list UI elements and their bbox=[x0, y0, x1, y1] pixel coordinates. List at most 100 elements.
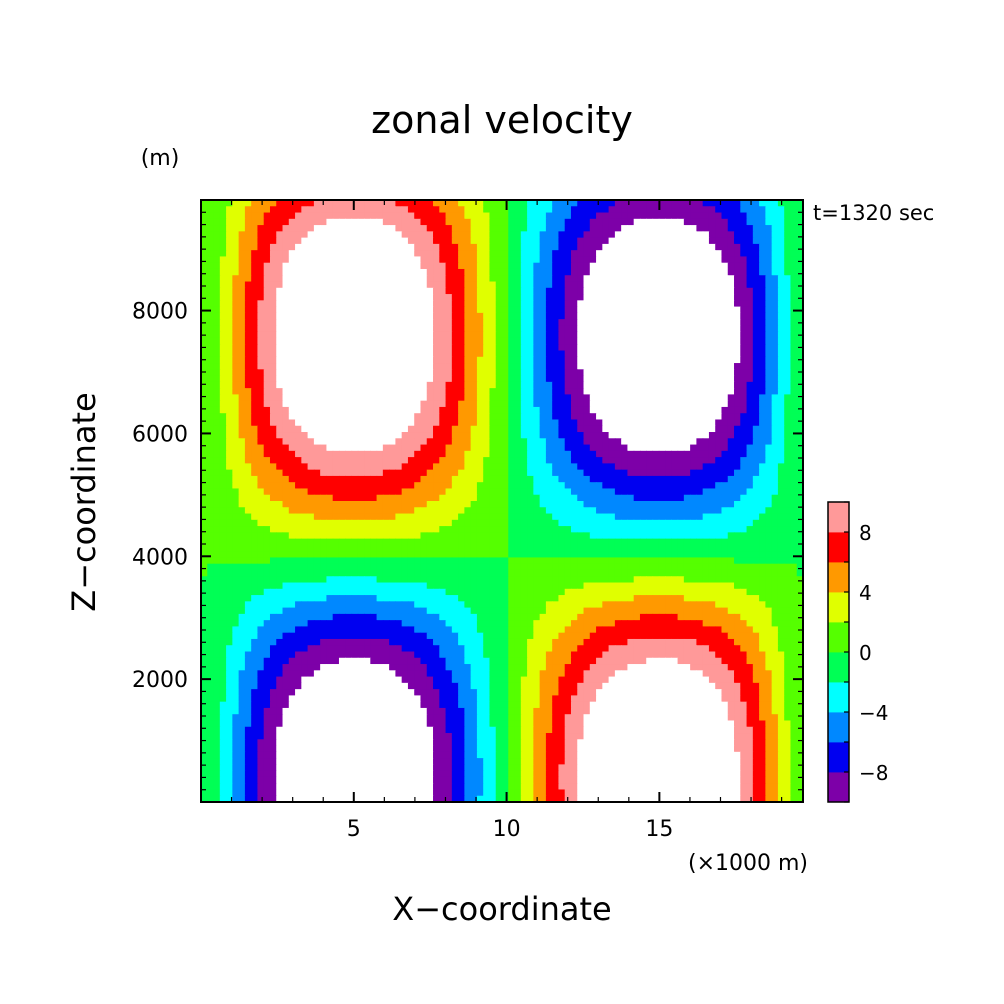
contour-cell bbox=[577, 445, 584, 452]
contour-cell bbox=[308, 282, 315, 289]
contour-cell bbox=[364, 244, 371, 251]
contour-cell bbox=[370, 363, 377, 370]
contour-cell bbox=[345, 213, 352, 220]
contour-cell bbox=[621, 219, 628, 226]
contour-cell bbox=[352, 426, 359, 433]
contour-cell bbox=[784, 369, 791, 376]
contour-cell bbox=[772, 457, 779, 464]
contour-cell bbox=[370, 288, 377, 295]
contour-cell bbox=[684, 363, 691, 370]
contour-cell bbox=[558, 388, 565, 395]
contour-cell bbox=[609, 451, 616, 458]
contour-cell bbox=[201, 288, 208, 295]
contour-cell bbox=[483, 307, 490, 314]
contour-cell bbox=[515, 307, 522, 314]
contour-cell bbox=[301, 419, 308, 426]
contour-cell bbox=[596, 269, 603, 276]
contour-cell bbox=[320, 225, 327, 232]
contour-cell bbox=[772, 256, 779, 263]
contour-cell bbox=[709, 256, 716, 263]
contour-cell bbox=[653, 413, 660, 420]
contour-cell bbox=[703, 282, 710, 289]
contour-cell bbox=[352, 325, 359, 332]
contour-cell bbox=[772, 463, 779, 470]
contour-cell bbox=[721, 514, 728, 521]
contour-cell bbox=[696, 369, 703, 376]
contour-cell bbox=[207, 401, 214, 408]
contour-cell bbox=[226, 219, 233, 226]
contour-cell bbox=[471, 206, 478, 213]
contour-cell bbox=[640, 445, 647, 452]
contour-cell bbox=[452, 250, 459, 257]
contour-cell bbox=[251, 357, 258, 364]
contour-cell bbox=[659, 426, 666, 433]
contour-cell bbox=[264, 394, 271, 401]
contour-cell bbox=[308, 357, 315, 364]
contour-cell bbox=[389, 344, 396, 351]
contour-cell bbox=[640, 482, 647, 489]
contour-cell bbox=[276, 369, 283, 376]
contour-cell bbox=[320, 407, 327, 414]
contour-cell bbox=[232, 432, 239, 439]
contour-cell bbox=[333, 231, 340, 238]
contour-cell bbox=[596, 338, 603, 345]
contour-cell bbox=[571, 282, 578, 289]
contour-cell bbox=[621, 300, 628, 307]
contour-cell bbox=[703, 307, 710, 314]
contour-cell bbox=[696, 388, 703, 395]
contour-cell bbox=[408, 520, 415, 527]
contour-cell bbox=[245, 325, 252, 332]
contour-cell bbox=[226, 501, 233, 508]
contour-cell bbox=[784, 300, 791, 307]
contour-cell bbox=[558, 488, 565, 495]
contour-cell bbox=[715, 520, 722, 527]
contour-cell bbox=[383, 344, 390, 351]
contour-cell bbox=[740, 288, 747, 295]
contour-cell bbox=[552, 206, 559, 213]
contour-cell bbox=[546, 357, 553, 364]
contour-cell bbox=[270, 394, 277, 401]
contour-cell bbox=[678, 238, 685, 245]
contour-cell bbox=[402, 256, 409, 263]
contour-cell bbox=[665, 256, 672, 263]
contour-cell bbox=[515, 419, 522, 426]
contour-cell bbox=[352, 256, 359, 263]
contour-cell bbox=[678, 288, 685, 295]
contour-cell bbox=[571, 407, 578, 414]
contour-cell bbox=[772, 294, 779, 301]
contour-cell bbox=[245, 357, 252, 364]
contour-cell bbox=[408, 363, 415, 370]
contour-cell bbox=[659, 263, 666, 270]
contour-cell bbox=[220, 300, 227, 307]
contour-cell bbox=[602, 488, 609, 495]
contour-cell bbox=[646, 256, 653, 263]
contour-cell bbox=[765, 376, 772, 383]
contour-cell bbox=[565, 244, 572, 251]
contour-cell bbox=[464, 344, 471, 351]
contour-cell bbox=[333, 520, 340, 527]
contour-cell bbox=[339, 300, 346, 307]
contour-cell bbox=[452, 495, 459, 502]
contour-cell bbox=[640, 351, 647, 358]
contour-cell bbox=[395, 200, 402, 207]
contour-cell bbox=[414, 351, 421, 358]
contour-cell bbox=[333, 501, 340, 508]
contour-cell bbox=[402, 488, 409, 495]
contour-cell bbox=[653, 388, 660, 395]
contour-cell bbox=[295, 376, 302, 383]
contour-cell bbox=[458, 256, 465, 263]
contour-cell bbox=[220, 263, 227, 270]
contour-cell bbox=[245, 282, 252, 289]
contour-cell bbox=[640, 388, 647, 395]
contour-cell bbox=[546, 451, 553, 458]
contour-cell bbox=[558, 501, 565, 508]
contour-cell bbox=[728, 325, 735, 332]
contour-cell bbox=[753, 213, 760, 220]
contour-cell bbox=[226, 206, 233, 213]
contour-cell bbox=[314, 495, 321, 502]
contour-cell bbox=[696, 294, 703, 301]
contour-cell bbox=[377, 282, 384, 289]
contour-cell bbox=[395, 482, 402, 489]
contour-cell bbox=[609, 463, 616, 470]
contour-cell bbox=[577, 432, 584, 439]
